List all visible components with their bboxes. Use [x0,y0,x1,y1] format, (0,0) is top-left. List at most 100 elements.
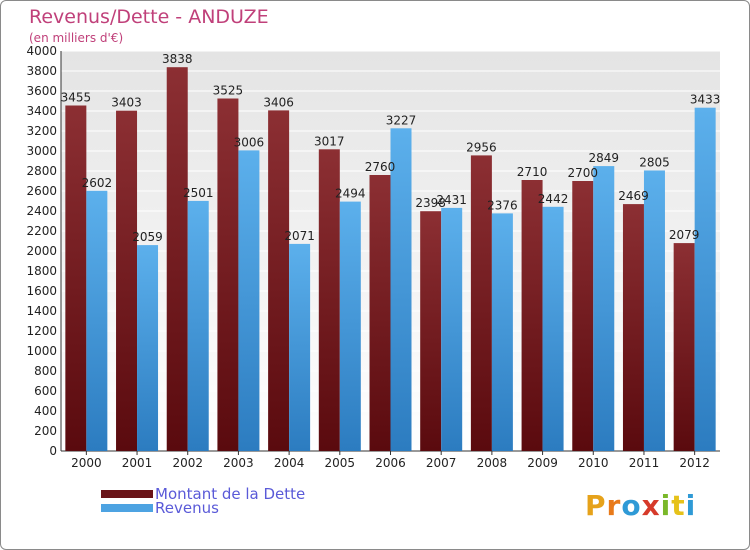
bar-revenus [238,150,260,451]
bar-dette [521,180,543,451]
legend-swatch-dette [101,490,153,498]
legend [101,490,153,512]
y-tick-label: 1000 [26,344,57,358]
y-tick-label: 1200 [26,324,57,338]
bar-revenus [441,207,463,451]
x-tick-label: 2005 [325,456,356,470]
y-tick-label: 0 [49,444,57,458]
data-label-dette: 3403 [111,96,142,110]
y-tick-label: 2200 [26,224,57,238]
y-tick-label: 1400 [26,304,57,318]
data-label-revenus: 2376 [487,198,518,212]
y-tick-label: 2600 [26,184,57,198]
x-tick-label: 2002 [172,456,203,470]
data-label-revenus: 3006 [234,135,265,149]
data-labels: 3455 2602 3403 2059 3838 2501 3525 3006 3406 2071… [61,52,721,244]
bar-revenus [289,243,311,451]
data-label-revenus: 2849 [588,151,619,165]
x-tick-label: 2012 [679,456,710,470]
bar-dette [470,155,492,451]
bar-revenus [491,213,513,451]
data-label-dette: 2079 [669,228,700,242]
data-label-revenus: 2501 [183,186,214,200]
data-label-revenus: 2805 [639,156,670,170]
y-tick-label: 1800 [26,264,57,278]
x-tick-labels: 2000 2001 2002 2003 2004 2005 2006 2007 2008 2009… [71,451,710,470]
chart-subtitle: (en milliers d'€) [29,31,124,45]
data-label-dette: 3406 [263,95,294,109]
x-tick-label: 2010 [578,456,609,470]
chart-title: Revenus/Dette - ANDUZE [29,6,269,28]
data-label-revenus: 2494 [335,187,366,201]
y-tick-label: 1600 [26,284,57,298]
bar-revenus [137,245,159,451]
bar-dette [622,204,644,451]
x-tick-label: 2007 [426,456,457,470]
y-tick-label: 800 [34,364,57,378]
x-tick-label: 2011 [629,456,660,470]
x-tick-label: 2008 [477,456,508,470]
bar-revenus [86,190,108,452]
y-tick-labels: 0 200 400 600 800 1000 1200 1400 1600 1800 2000 220… [26,44,57,458]
y-tick-label: 3400 [26,104,57,118]
y-tick-label: 2000 [26,244,57,258]
data-label-revenus: 2431 [436,193,467,207]
y-tick-label: 3600 [26,84,57,98]
bar-dette [166,67,188,451]
y-tick-label: 3000 [26,144,57,158]
data-label-dette: 2469 [618,189,649,203]
y-tick-label: 3200 [26,124,57,138]
bar-dette [217,98,239,451]
bar-revenus [390,128,412,452]
data-label-dette: 2398 [415,196,446,210]
logo-letter: o [621,489,642,522]
bar-dette [572,181,594,451]
bar-dette [369,175,391,451]
logo-letter: r [606,489,622,522]
y-tick-label: 2400 [26,204,57,218]
bar-revenus [643,170,665,451]
legend-swatch-revenus [101,504,153,512]
logo-letter: x [641,489,661,522]
x-tick-label: 2009 [527,456,558,470]
bar-revenus [542,206,564,451]
data-label-dette: 2700 [567,166,598,180]
y-tick-label: 3800 [26,64,57,78]
data-label-revenus: 2071 [284,229,315,243]
y-tick-label: 400 [34,404,57,418]
data-label-dette: 2710 [517,165,548,179]
bar-revenus [694,107,716,451]
data-label-dette: 2956 [466,140,497,154]
bar-dette [116,110,138,451]
logo-letter: P [585,489,607,522]
bar-revenus [593,166,615,451]
data-label-dette: 3838 [162,52,193,66]
x-tick-label: 2003 [223,456,254,470]
data-label-revenus: 3433 [690,93,721,107]
x-tick-label: 2001 [122,456,153,470]
data-label-revenus: 2442 [538,192,569,206]
logo-letter: i [685,489,697,522]
x-tick-label: 2004 [274,456,305,470]
y-tick-label: 600 [34,384,57,398]
y-tick-label: 2800 [26,164,57,178]
data-label-dette: 3017 [314,134,345,148]
data-label-dette: 3525 [213,84,244,98]
x-tick-label: 2000 [71,456,102,470]
bar-dette [420,211,442,451]
data-label-dette: 3455 [61,91,92,105]
legend-label-revenus: Revenus [155,499,219,517]
legend-label-dette: Montant de la Dette [155,485,306,503]
y-tick-label: 200 [34,424,57,438]
bars [65,67,716,452]
y-tick-label: 4000 [26,44,57,58]
data-label-revenus: 2059 [132,230,163,244]
x-tick-label: 2006 [375,456,406,470]
logo-letter: t [671,489,686,522]
bar-dette [318,149,340,452]
bar-revenus [187,200,209,451]
data-label-revenus: 2602 [82,176,113,190]
bar-dette [673,243,695,451]
